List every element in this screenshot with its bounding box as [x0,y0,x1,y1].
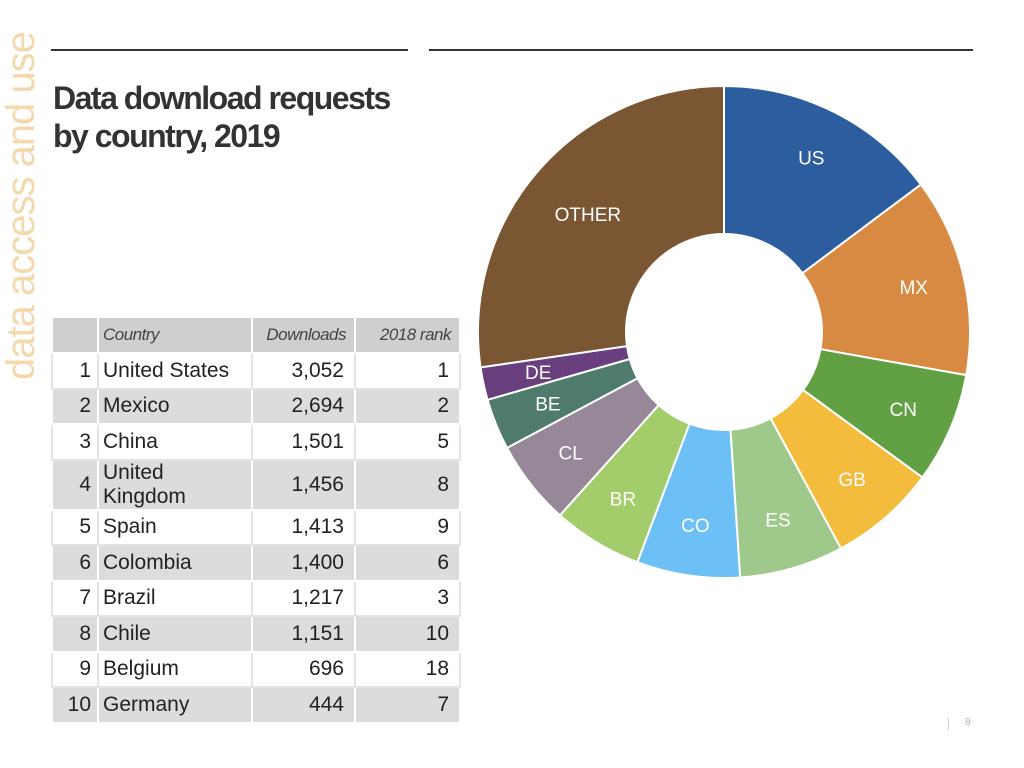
cell-downloads: 1,400 [251,544,356,582]
slice-us [723,84,923,275]
cell-downloads: 1,501 [251,423,356,461]
cell-country: China [97,423,253,461]
cell-2018-rank: 7 [354,686,461,724]
cell-country: Spain [97,508,253,546]
cell-2018-rank: 5 [354,423,461,461]
slice-other [477,84,725,369]
table-row: 2 Mexico 2,694 2 [51,387,461,425]
cell-2018-rank: 10 [354,615,461,653]
slice-label-de: DE [525,363,551,384]
slice-label-br: BR [610,490,636,511]
table-row: 5 Spain 1,413 9 [51,508,461,546]
cell-downloads: 696 [251,650,356,688]
cell-downloads: 1,456 [251,458,356,511]
slice-label-cn: CN [890,400,917,421]
donut-chart: US MX CN GB ES CO BR CL BE DE OTHER [477,84,971,579]
header-downloads: Downloads [251,316,356,354]
downloads-table: Country Downloads 2018 rank 1 United Stat… [51,316,461,724]
slice-label-es: ES [765,510,790,531]
header-rule-left [51,49,408,51]
page-title: Data download requests by country, 2019 [53,79,433,155]
header-rank [51,316,99,354]
cell-rank: 3 [51,423,99,461]
page-number-divider [948,718,949,730]
table-row: 3 China 1,501 5 [51,423,461,461]
table-header-row: Country Downloads 2018 rank [51,316,461,354]
cell-rank: 2 [51,387,99,425]
cell-2018-rank: 18 [354,650,461,688]
cell-rank: 10 [51,686,99,724]
cell-country: Germany [97,686,253,724]
cell-downloads: 1,413 [251,508,356,546]
header-country: Country [97,316,253,354]
cell-rank: 5 [51,508,99,546]
title-line-1: Data download requests [53,80,391,116]
cell-2018-rank: 9 [354,508,461,546]
cell-2018-rank: 3 [354,579,461,617]
table-row: 9 Belgium 696 18 [51,650,461,688]
cell-2018-rank: 2 [354,387,461,425]
slice-label-us: US [798,149,824,170]
table-row: 8 Chile 1,151 10 [51,615,461,653]
slice-label-cl: CL [558,443,582,464]
cell-2018-rank: 8 [354,458,461,511]
cell-rank: 8 [51,615,99,653]
cell-downloads: 3,052 [251,352,356,390]
page-number: 8 [965,717,971,728]
table-row: 10 Germany 444 7 [51,686,461,724]
slice-label-other: OTHER [555,205,622,226]
table-row: 4 United Kingdom 1,456 8 [51,458,461,511]
cell-country: Brazil [97,579,253,617]
cell-2018-rank: 6 [354,544,461,582]
table-body: 1 United States 3,052 1 2 Mexico 2,694 2 3 China 1… [51,352,461,724]
header-2018-rank: 2018 rank [354,316,461,354]
slice-label-gb: GB [838,470,865,491]
section-side-label: data access and use [0,32,43,380]
cell-rank: 7 [51,579,99,617]
cell-downloads: 2,694 [251,387,356,425]
cell-country: Mexico [97,387,253,425]
cell-2018-rank: 1 [354,352,461,390]
table-row: 6 Colombia 1,400 6 [51,544,461,582]
cell-country: United Kingdom [97,458,253,511]
cell-rank: 6 [51,544,99,582]
slice-label-co: CO [681,516,710,537]
header-rule-right [429,49,973,51]
cell-rank: 9 [51,650,99,688]
cell-country: United States [97,352,253,390]
cell-country: Belgium [97,650,253,688]
slice-label-mx: MX [899,278,928,299]
title-line-2: by country, 2019 [53,118,281,154]
cell-country: Chile [97,615,253,653]
cell-country: Colombia [97,544,253,582]
cell-rank: 1 [51,352,99,390]
cell-rank: 4 [51,458,99,511]
table-row: 1 United States 3,052 1 [51,352,461,390]
cell-downloads: 1,151 [251,615,356,653]
slice-mx [801,183,971,377]
cell-downloads: 1,217 [251,579,356,617]
table-row: 7 Brazil 1,217 3 [51,579,461,617]
slice-label-be: BE [535,394,560,415]
cell-downloads: 444 [251,686,356,724]
